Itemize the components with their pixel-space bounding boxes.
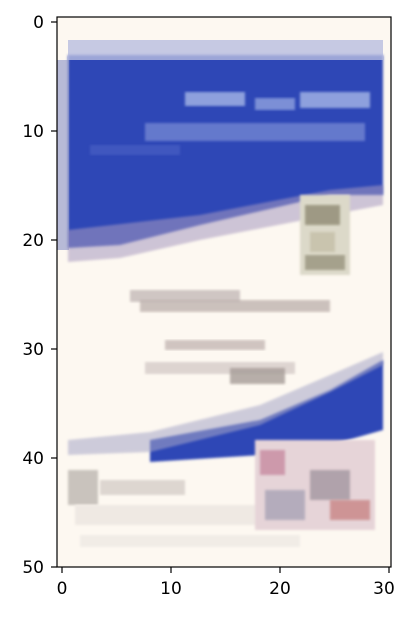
y-axis: 0 10 20 30 40 50 (22, 13, 57, 578)
axes-frame (56, 16, 392, 568)
banner-text-line-4 (145, 123, 365, 141)
banner-text-line-5 (90, 145, 180, 155)
banner-text-line-1 (185, 92, 245, 106)
bottom-band-fade (68, 352, 383, 455)
icon-olive-top (305, 205, 340, 225)
banner-top-fade (68, 40, 383, 60)
y-tick-label: 40 (22, 449, 44, 469)
photo-gray-accent (265, 490, 305, 520)
y-tick-label: 50 (22, 558, 44, 578)
x-tick-label: 30 (373, 579, 395, 599)
image-content (57, 17, 391, 567)
x-tick-label: 10 (160, 579, 182, 599)
y-tick-label: 30 (22, 340, 44, 360)
icon-olive-mid (310, 232, 335, 252)
mid-text-line-2 (140, 300, 330, 312)
y-tick-label: 20 (22, 231, 44, 251)
icon-olive-bottom (305, 255, 345, 270)
bottom-left-block-3 (75, 505, 275, 525)
y-tick-label: 0 (33, 13, 44, 33)
y-tick-label: 10 (22, 122, 44, 142)
banner-left-edge (57, 60, 69, 250)
x-tick-label: 20 (269, 579, 291, 599)
photo-pink-accent (260, 450, 285, 475)
bottom-left-block-1 (68, 470, 98, 505)
mid-text-line-3 (165, 340, 265, 350)
bottom-left-block-2 (100, 480, 185, 495)
mid-text-line-1 (130, 290, 240, 302)
photo-red-accent (330, 500, 370, 520)
banner-text-line-3 (300, 92, 370, 108)
photo-dark-accent (310, 470, 350, 500)
x-axis: 0 10 20 30 (57, 567, 395, 599)
banner-text-line-2 (255, 98, 295, 110)
x-tick-label: 0 (57, 579, 68, 599)
mid-text-line-5 (230, 368, 285, 384)
bottom-faint-text (80, 535, 300, 547)
